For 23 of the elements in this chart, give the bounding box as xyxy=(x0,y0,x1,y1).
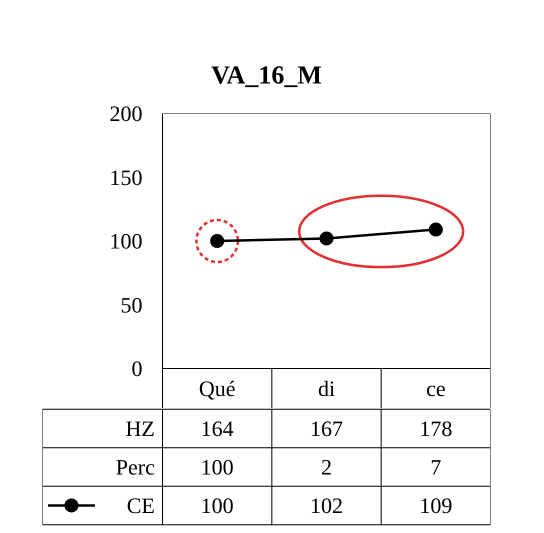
text: Perc xyxy=(116,454,156,480)
text: 164 xyxy=(200,416,234,442)
text: 100 xyxy=(200,454,234,480)
text: HZ xyxy=(126,416,155,442)
data-label: 109 xyxy=(419,492,452,518)
x-tick-label: di xyxy=(318,376,336,401)
text: 7 xyxy=(430,454,442,480)
data-label: 102 xyxy=(310,492,343,518)
y-tick-label: 0 xyxy=(132,356,142,381)
x-tick-label: Qué xyxy=(198,376,236,401)
y-tick-label: 50 xyxy=(120,292,142,318)
y-tick-label: 150 xyxy=(110,164,142,190)
text: 2 xyxy=(321,454,332,480)
y-tick-label: 200 xyxy=(110,101,142,126)
legend-label: CE xyxy=(126,492,155,518)
text: 178 xyxy=(419,416,452,442)
y-tick-label: 100 xyxy=(110,228,142,254)
point xyxy=(428,222,443,237)
data-label: 100 xyxy=(200,492,234,518)
text: 167 xyxy=(310,416,343,442)
x-tick-label: ce xyxy=(426,376,446,401)
point xyxy=(320,231,334,246)
chart-title: VA_16_M xyxy=(211,60,322,90)
